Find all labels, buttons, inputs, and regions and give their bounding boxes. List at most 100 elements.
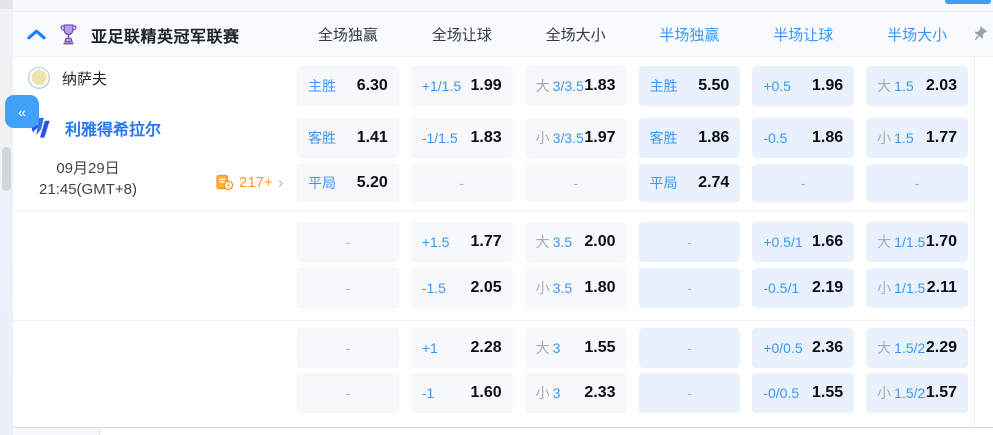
pin-icon[interactable] [971,26,989,44]
odds-cell-empty: - [752,164,855,202]
collapse-tab-label: « [18,103,26,120]
odds-value: 1.60 [470,384,502,401]
odds-label: +0/0.5 [763,340,803,356]
odds-cell[interactable]: 小 1.5 1.77 [866,118,968,158]
odds-cell[interactable]: +0/0.5 2.36 [752,328,855,368]
odds-cell[interactable]: 大 3.5 2.00 [524,222,627,262]
odds-cell[interactable]: -0/0.5 1.55 [752,373,855,413]
odds-row: 平局 5.20 - - 平局 2.74 - - [13,164,974,202]
left-scrollbar-track [0,0,13,435]
odds-label: -0/0.5 [763,385,800,401]
no-odds-dash: - [687,385,692,401]
top-strip [13,0,993,12]
odds-label: 小 1.5/2 [877,385,926,401]
odds-cell[interactable]: 平局 5.20 [297,164,399,202]
odds-cell[interactable]: +1.5 1.77 [410,222,513,262]
sidebar-collapse-tab[interactable]: « [5,95,39,128]
more-markets-link[interactable]: 217+ › [216,174,283,191]
odds-value: 6.30 [356,77,388,94]
odds-cell[interactable]: 小 3 2.33 [524,373,627,413]
odds-cell-empty: - [638,268,741,308]
league-header: 亚足联精英冠军联赛 全场独赢 全场让球 全场大小 半场独赢 半场让球 半场大小 [13,13,993,57]
odds-cell[interactable]: 小 3/3.5 1.97 [524,118,627,158]
odds-row: - +1.5 1.77 大 3.5 2.00 - +0.5/1 1.66 大 1/1.5 1.70 [13,222,974,262]
odds-value: 1.97 [584,129,616,146]
odds-label: +0.5/1 [763,234,803,250]
odds-value: 1.83 [584,77,616,94]
odds-label: -1 [421,385,435,401]
left-scrollbar-thumb[interactable] [2,147,11,191]
odds-cell[interactable]: 小 3.5 1.80 [524,268,627,308]
column-header: 全场让球 [431,27,492,44]
odds-cell[interactable]: 主胜 5.50 [638,66,741,106]
odds-value: 1.55 [812,384,844,401]
odds-label: +1 [421,340,438,356]
away-team-row[interactable]: 利雅得希拉尔 [28,115,161,141]
collapse-chevron-up-icon[interactable] [27,29,46,40]
match-time: 21:45(GMT+8) [39,181,137,198]
odds-cell-empty: - [638,328,741,368]
no-odds-dash: - [914,175,920,191]
odds-label-prefix: 小 [877,280,892,296]
odds-cell[interactable]: 大 1.5 2.03 [866,66,968,106]
odds-value: 5.50 [698,77,730,94]
odds-value: 2.74 [698,174,730,191]
odds-cell[interactable]: 客胜 1.41 [297,118,399,158]
odds-group: - +1.5 1.77 大 3.5 2.00- +0.5/1 1.66 大 1/1.5 1.70- -… [13,211,974,320]
odds-cell[interactable]: +0.5/1 1.66 [752,222,855,262]
odds-value: 2.11 [926,279,957,296]
odds-row: - -1 1.60 小 3 2.33 - -0/0.5 1.55 小 1.5/2 1.57 [13,373,974,413]
odds-cell[interactable]: -0.5 1.86 [752,118,855,158]
no-odds-dash: - [459,175,465,191]
column-header: 全场独赢 [317,27,378,44]
odds-cell[interactable]: +1/1.5 1.99 [410,66,513,106]
odds-cell[interactable]: 客胜 1.86 [638,118,741,158]
odds-cell[interactable]: 平局 2.74 [638,164,741,202]
odds-cell[interactable]: +1 2.28 [410,328,513,368]
odds-cell[interactable]: -1 1.60 [410,373,513,413]
odds-label: +0.5 [763,78,791,94]
odds-label: 小 3/3.5 [535,130,584,146]
odds-value: 1.86 [698,129,730,146]
odds-cell[interactable]: 大 3/3.5 1.83 [524,66,627,106]
odds-cell-empty: - [297,328,399,368]
league-header-grid: 亚足联精英冠军联赛 全场独赢 全场让球 全场大小 半场独赢 半场让球 半场大小 [13,13,974,56]
odds-value: 1.99 [470,77,502,94]
odds-value: 2.03 [925,77,957,94]
odds-value: 1.66 [812,233,844,250]
odds-label: -1/1.5 [421,130,458,146]
odds-value: 1.77 [470,233,502,250]
trophy-icon [59,23,78,46]
odds-group: 主胜 6.30 +1/1.5 1.99 大 3/3.5 1.83 主胜 5.50 +0.5 1.96… [13,57,974,211]
odds-cell[interactable]: 大 1.5/2 2.29 [866,328,968,368]
odds-label: -1.5 [421,280,446,296]
home-team-row[interactable]: 纳萨夫 [28,67,107,89]
odds-cell[interactable]: 小 1/1.5 2.11 [866,268,968,308]
odds-cell[interactable]: -0.5/1 2.19 [752,268,855,308]
odds-label-prefix: 大 [535,340,550,356]
markets-doc-clock-icon [216,174,234,191]
odds-label: 小 1/1.5 [877,280,926,296]
odds-cell[interactable]: +0.5 1.96 [752,66,855,106]
odds-body: 主胜 6.30 +1/1.5 1.99 大 3/3.5 1.83 主胜 5.50 +0.5 1.96… [13,57,974,427]
odds-label-prefix: 大 [877,340,892,356]
odds-label: -0.5/1 [763,280,800,296]
odds-cell[interactable]: 小 1.5/2 1.57 [866,373,968,413]
odds-cell[interactable]: -1/1.5 1.83 [410,118,513,158]
odds-label: 主胜 [308,78,336,94]
odds-label: 主胜 [649,78,678,94]
column-header: 半场独赢 [659,27,720,44]
odds-cell[interactable]: -1.5 2.05 [410,268,513,308]
odds-label: 平局 [308,175,336,191]
odds-value: 1.70 [925,233,957,250]
odds-value: 2.33 [584,384,616,401]
odds-cell[interactable]: 主胜 6.30 [297,66,399,106]
odds-label: 大 3/3.5 [535,78,584,94]
odds-label: 大 1/1.5 [877,234,926,250]
odds-cell[interactable]: 大 3 1.55 [524,328,627,368]
match-datetime: 09月29日 21:45(GMT+8) [13,158,163,200]
odds-cell-empty: - [866,164,968,202]
odds-cell[interactable]: 大 1/1.5 1.70 [866,222,968,262]
markets-count: 217+ [239,174,273,191]
